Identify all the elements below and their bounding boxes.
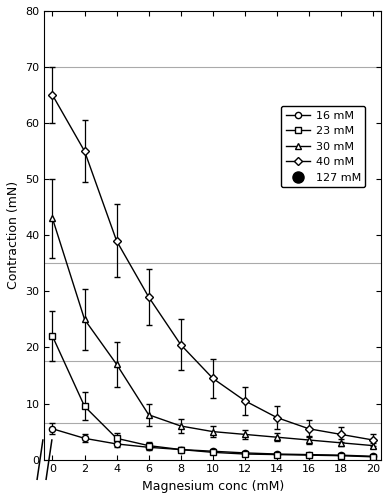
X-axis label: Magnesium conc (mM): Magnesium conc (mM)	[142, 480, 284, 493]
Legend: 16 mM, 23 mM, 30 mM, 40 mM, 127 mM: 16 mM, 23 mM, 30 mM, 40 mM, 127 mM	[281, 106, 365, 188]
Y-axis label: Contraction (mN): Contraction (mN)	[7, 181, 20, 290]
